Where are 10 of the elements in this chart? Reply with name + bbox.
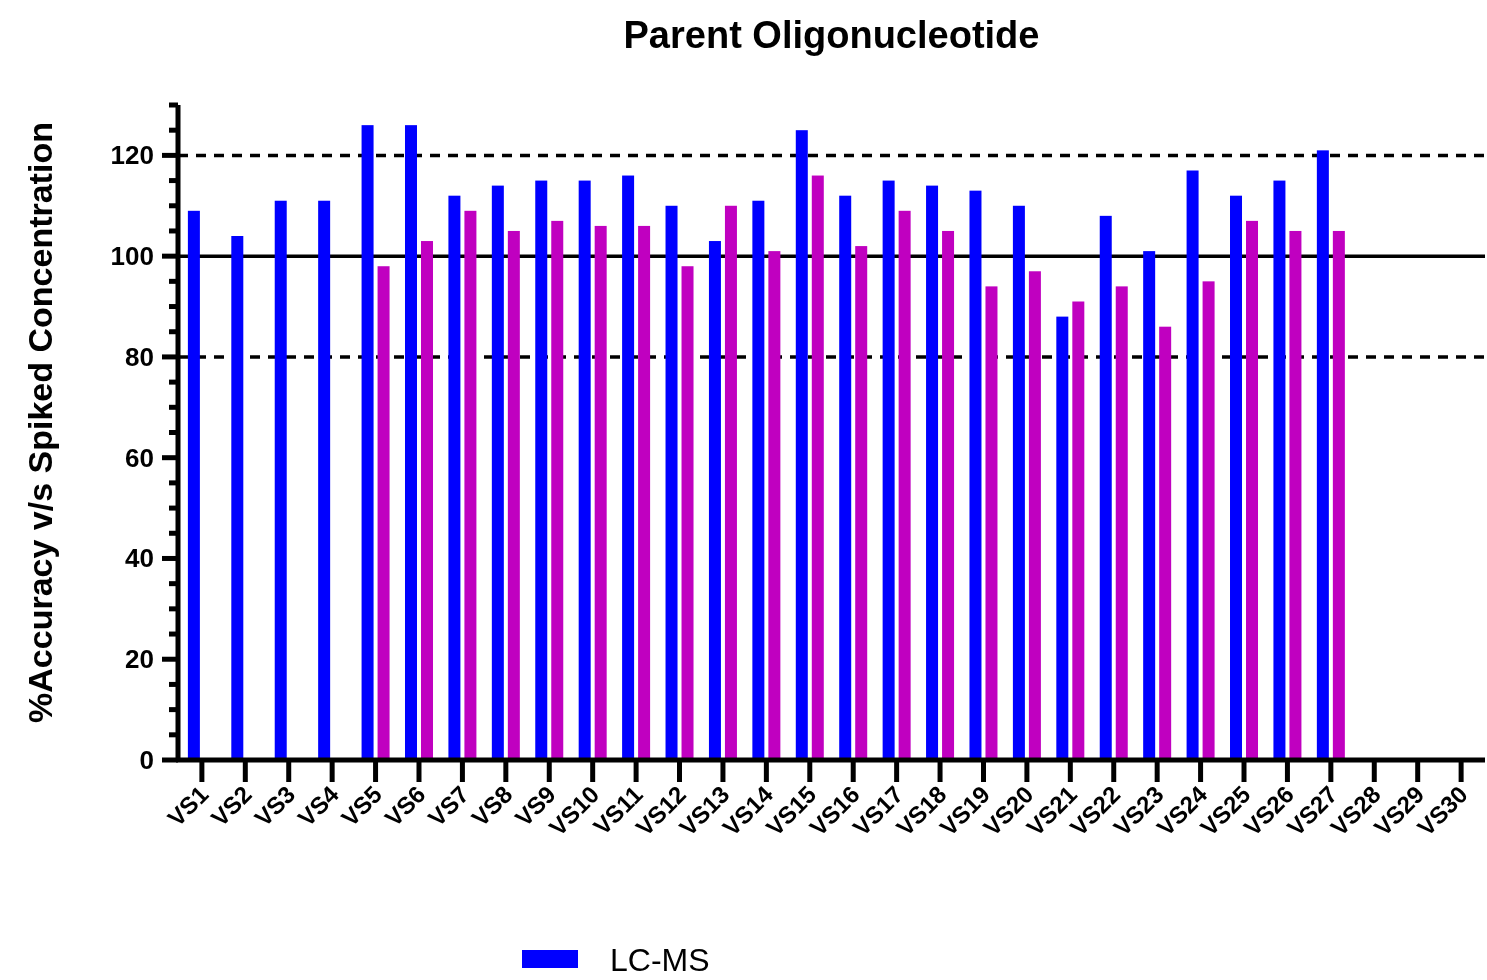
y-tick-label: 100 <box>110 241 154 272</box>
legend-label: LC-MS <box>610 942 710 978</box>
y-tick-label: 20 <box>125 644 154 675</box>
y-axis-title: %Accuracy v/s Spiked Concentration <box>21 122 59 723</box>
y-tick-label: 0 <box>139 745 154 775</box>
y-tick-label: 40 <box>125 543 154 574</box>
y-tick-label: 120 <box>110 140 154 171</box>
y-tick-label: 60 <box>125 442 154 473</box>
chart-title: Parent Oligonucleotide <box>623 14 1040 56</box>
y-tick-label: 80 <box>125 341 154 372</box>
